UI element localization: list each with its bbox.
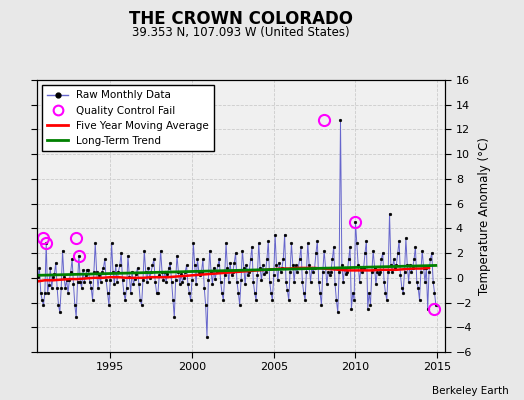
- Y-axis label: Temperature Anomaly (°C): Temperature Anomaly (°C): [478, 137, 491, 295]
- Text: THE CROWN COLORADO: THE CROWN COLORADO: [129, 10, 353, 28]
- Text: 39.353 N, 107.093 W (United States): 39.353 N, 107.093 W (United States): [132, 26, 350, 39]
- Text: Berkeley Earth: Berkeley Earth: [432, 386, 508, 396]
- Legend: Raw Monthly Data, Quality Control Fail, Five Year Moving Average, Long-Term Tren: Raw Monthly Data, Quality Control Fail, …: [42, 85, 214, 151]
